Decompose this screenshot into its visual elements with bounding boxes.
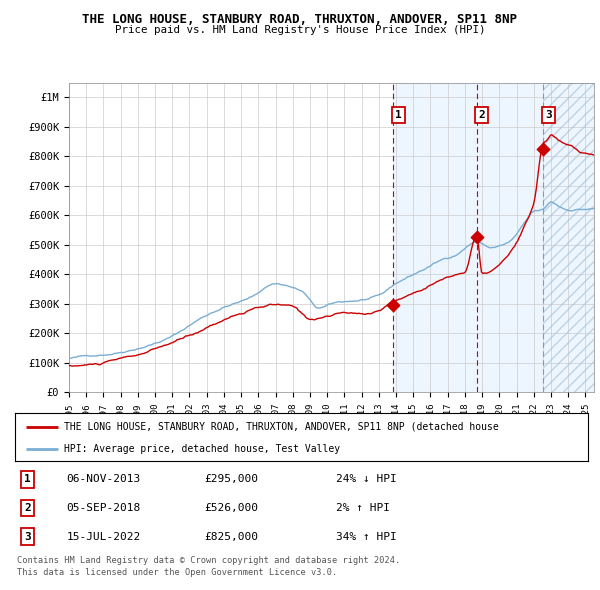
Text: 2: 2: [24, 503, 31, 513]
Text: 3: 3: [545, 110, 551, 120]
Text: Contains HM Land Registry data © Crown copyright and database right 2024.: Contains HM Land Registry data © Crown c…: [17, 556, 400, 565]
Text: This data is licensed under the Open Government Licence v3.0.: This data is licensed under the Open Gov…: [17, 568, 337, 576]
Text: 3: 3: [24, 532, 31, 542]
Text: £295,000: £295,000: [204, 474, 258, 484]
Text: £526,000: £526,000: [204, 503, 258, 513]
Point: [472, 232, 481, 242]
Text: 34% ↑ HPI: 34% ↑ HPI: [336, 532, 397, 542]
Text: 1: 1: [395, 110, 402, 120]
Text: 06-NOV-2013: 06-NOV-2013: [67, 474, 141, 484]
Text: 05-SEP-2018: 05-SEP-2018: [67, 503, 141, 513]
Point: [389, 301, 398, 310]
Bar: [543, 83, 594, 392]
Text: 1: 1: [24, 474, 31, 484]
Text: THE LONG HOUSE, STANBURY ROAD, THRUXTON, ANDOVER, SP11 8NP: THE LONG HOUSE, STANBURY ROAD, THRUXTON,…: [83, 13, 517, 26]
Text: £825,000: £825,000: [204, 532, 258, 542]
Bar: [394, 83, 594, 392]
Text: 24% ↓ HPI: 24% ↓ HPI: [336, 474, 397, 484]
Text: HPI: Average price, detached house, Test Valley: HPI: Average price, detached house, Test…: [64, 444, 340, 454]
Text: 15-JUL-2022: 15-JUL-2022: [67, 532, 141, 542]
Text: THE LONG HOUSE, STANBURY ROAD, THRUXTON, ANDOVER, SP11 8NP (detached house: THE LONG HOUSE, STANBURY ROAD, THRUXTON,…: [64, 421, 499, 431]
Text: 2% ↑ HPI: 2% ↑ HPI: [336, 503, 390, 513]
Text: Price paid vs. HM Land Registry's House Price Index (HPI): Price paid vs. HM Land Registry's House …: [115, 25, 485, 35]
Text: 2: 2: [478, 110, 485, 120]
Point: [538, 145, 548, 154]
